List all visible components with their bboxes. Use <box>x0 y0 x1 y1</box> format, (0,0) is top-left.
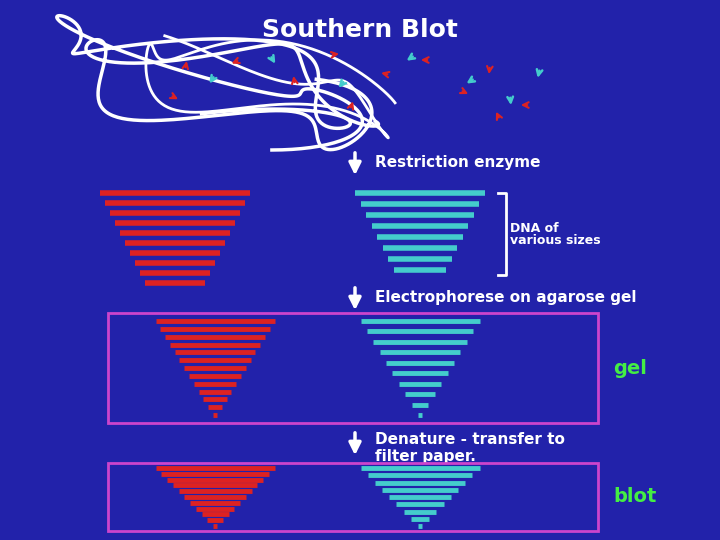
Text: Southern Blot: Southern Blot <box>262 18 458 42</box>
Text: Restriction enzyme: Restriction enzyme <box>375 155 541 170</box>
Text: blot: blot <box>613 488 657 507</box>
Text: Denature - transfer to
filter paper.: Denature - transfer to filter paper. <box>375 432 565 464</box>
Text: gel: gel <box>613 359 647 377</box>
Text: Electrophorese on agarose gel: Electrophorese on agarose gel <box>375 290 636 305</box>
Bar <box>108 313 598 423</box>
Text: DNA of: DNA of <box>510 221 559 234</box>
Text: various sizes: various sizes <box>510 234 600 247</box>
Bar <box>108 463 598 531</box>
